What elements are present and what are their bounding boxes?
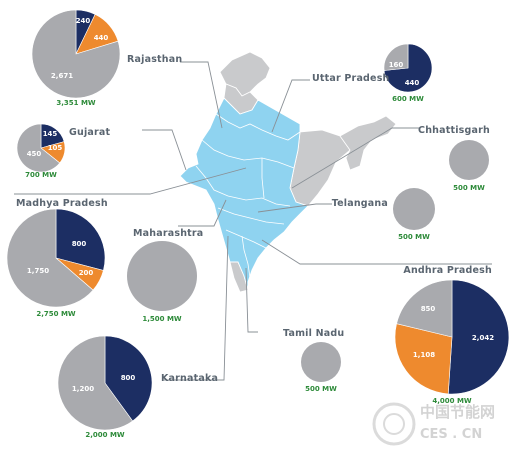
- map-region-highlighted: [179, 97, 309, 291]
- pie-chhattisgarh-slice-1: [449, 140, 489, 180]
- pie-rajasthan-total-label: 3,351 MW: [56, 99, 96, 107]
- label-karnataka: Karnataka: [161, 373, 218, 384]
- map-region-northeast: [339, 115, 397, 171]
- pie-madhya-pradesh-value-label-3: 1,750: [27, 267, 49, 275]
- watermark-emblem-icon: [372, 402, 416, 446]
- leader-telangana: [257, 203, 332, 213]
- pie-madhya-pradesh-total-label: 2,750 MW: [36, 310, 76, 318]
- pie-andhra-pradesh-slice-2: [394, 323, 453, 395]
- pie-andhra-pradesh-value-label-1: 2,042: [472, 334, 494, 342]
- pie-madhya-pradesh-slice-3: [6, 208, 94, 308]
- pie-karnataka-value-label-2: 1,200: [72, 385, 94, 393]
- pie-rajasthan-slice-3: [31, 9, 121, 99]
- pie-charts: 240 440 2,671 3,351 MW 440 160 600 MW 145 105 450…: [6, 9, 510, 439]
- leader-andhra-pradesh: [261, 239, 492, 265]
- pie-madhya-pradesh: 800 200 1,750 2,750 MW: [6, 208, 106, 318]
- watermark-emblem-inner-icon: [383, 413, 405, 435]
- pie-madhya-pradesh-slice-1: [55, 208, 106, 271]
- pie-andhra-pradesh-total-label: 4,000 MW: [432, 397, 472, 405]
- label-andhra-pradesh: Andhra Pradesh: [403, 265, 492, 276]
- pie-karnataka: 800 1,200 2,000 MW: [57, 335, 153, 439]
- pie-telangana-slice-1: [393, 188, 435, 230]
- label-gujarat: Gujarat: [69, 127, 111, 138]
- pie-rajasthan: 240 440 2,671 3,351 MW: [31, 9, 121, 107]
- pie-uttar-pradesh-value-label-2: 160: [389, 61, 404, 69]
- pie-karnataka-total-label: 2,000 MW: [85, 431, 125, 439]
- map-state-borders: [195, 113, 301, 279]
- pie-uttar-pradesh: 440 160 600 MW: [383, 43, 433, 103]
- pie-tamil-nadu-total-label: 500 MW: [305, 385, 337, 393]
- leader-rajasthan: [180, 61, 223, 129]
- pie-uttar-pradesh-slice-2: [383, 43, 409, 71]
- pie-gujarat-total-label: 700 MW: [25, 171, 57, 179]
- label-rajasthan: Rajasthan: [127, 54, 182, 65]
- pie-rajasthan-value-label-3: 2,671: [51, 72, 73, 80]
- watermark-line2: CES . CN: [420, 427, 482, 442]
- pie-chhattisgarh: 500 MW: [449, 140, 489, 192]
- pie-maharashtra: 1,500 MW: [127, 241, 197, 323]
- leader-gujarat: [142, 129, 187, 171]
- label-madhya-pradesh: Madhya Pradesh: [16, 198, 108, 209]
- pie-chhattisgarh-total-label: 500 MW: [453, 184, 485, 192]
- pie-maharashtra-total-label: 1,500 MW: [142, 315, 182, 323]
- pie-tamil-nadu: 500 MW: [301, 342, 341, 393]
- pie-tamil-nadu-slice-1: [301, 342, 341, 382]
- pie-karnataka-slice-1: [104, 335, 153, 422]
- label-tamil-nadu: Tamil Nadu: [283, 328, 344, 339]
- leader-chhattisgarh: [291, 127, 420, 189]
- leader-madhya-pradesh: [14, 167, 247, 195]
- watermark: 中国节能网 CES . CN: [372, 402, 495, 446]
- pie-rajasthan-value-label-1: 240: [76, 17, 91, 25]
- leader-uttar-pradesh: [271, 79, 310, 133]
- india-map: [179, 51, 397, 293]
- pie-andhra-pradesh-value-label-3: 850: [421, 305, 436, 313]
- pie-gujarat: 145 105 450 700 MW: [16, 123, 66, 179]
- leader-karnataka: [164, 235, 229, 381]
- pie-uttar-pradesh-total-label: 600 MW: [392, 95, 424, 103]
- label-maharashtra: Maharashtra: [133, 228, 203, 239]
- label-uttar-pradesh: Uttar Pradesh: [312, 73, 390, 84]
- pie-madhya-pradesh-value-label-1: 800: [72, 240, 87, 248]
- pie-gujarat-value-label-3: 450: [27, 150, 42, 158]
- pie-andhra-pradesh-value-label-2: 1,108: [413, 351, 435, 359]
- pie-andhra-pradesh-slice-1: [447, 279, 510, 395]
- pie-karnataka-slice-2: [57, 335, 134, 431]
- pie-gujarat-value-label-1: 145: [43, 130, 58, 138]
- pie-rajasthan-value-label-2: 440: [94, 34, 109, 42]
- pie-karnataka-value-label-1: 800: [121, 374, 136, 382]
- pie-madhya-pradesh-value-label-2: 200: [79, 269, 94, 277]
- watermark-line1: 中国节能网: [420, 403, 495, 421]
- pie-telangana-total-label: 500 MW: [398, 233, 430, 241]
- pie-uttar-pradesh-value-label-1: 440: [405, 79, 420, 87]
- pie-gujarat-value-label-2: 105: [48, 144, 63, 152]
- pie-andhra-pradesh: 2,042 1,108 850 4,000 MW: [394, 279, 510, 405]
- leader-lines: [14, 61, 492, 381]
- pie-gujarat-slice-3: [16, 123, 61, 173]
- state-labels: Rajasthan Uttar Pradesh Gujarat Chhattis…: [16, 54, 492, 384]
- leader-tamil-nadu: [245, 267, 258, 333]
- pie-telangana: 500 MW: [393, 188, 435, 241]
- label-telangana: Telangana: [332, 198, 388, 209]
- pie-andhra-pradesh-slice-3: [396, 279, 453, 338]
- leader-maharashtra: [178, 199, 227, 227]
- map-region-north: [219, 51, 271, 97]
- label-chhattisgarh: Chhattisgarh: [418, 125, 490, 136]
- pie-maharashtra-slice-1: [127, 241, 197, 311]
